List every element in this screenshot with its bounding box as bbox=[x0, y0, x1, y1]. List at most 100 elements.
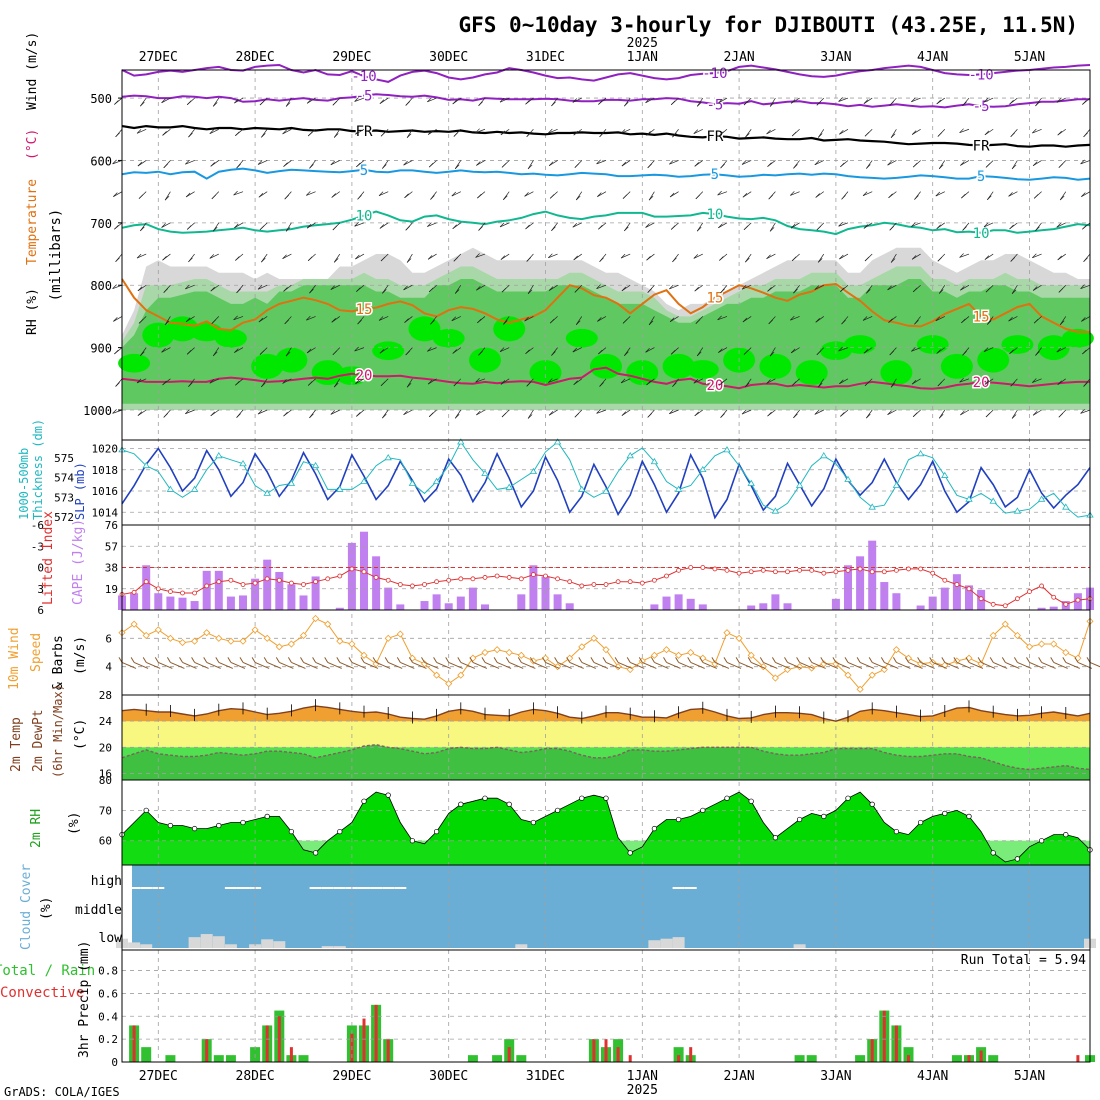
upper-wind-barb-flag bbox=[1035, 226, 1040, 231]
wind-barb-flag bbox=[856, 657, 861, 663]
cape-bar bbox=[166, 596, 175, 610]
upper-wind-barb-flag bbox=[863, 348, 869, 354]
upper-wind-barb bbox=[113, 191, 123, 197]
wind-barb-flag bbox=[336, 657, 341, 663]
wind-barb bbox=[267, 661, 282, 669]
upper-wind-barb-flag bbox=[1010, 381, 1015, 387]
upper-wind-barb-flag bbox=[185, 192, 191, 198]
wind-barb-flag bbox=[481, 657, 486, 663]
upper-wind-barb bbox=[499, 347, 510, 353]
wind-barb-flag bbox=[965, 657, 970, 663]
li-label: Lifted Index bbox=[41, 511, 56, 605]
li-point bbox=[966, 586, 972, 592]
precip-total-bar bbox=[806, 1055, 817, 1062]
upper-wind-barb-flag bbox=[983, 222, 989, 228]
wind-speed-point bbox=[892, 646, 900, 654]
cloud-unit-label: (%) bbox=[39, 897, 54, 920]
upper-wind-barb-flag bbox=[453, 256, 459, 262]
cape-bar bbox=[698, 604, 707, 610]
upper-wind-barb-flag bbox=[188, 257, 193, 263]
upper-wind-barb-flag bbox=[1056, 98, 1062, 103]
upper-wind-barb-flag bbox=[209, 378, 215, 384]
upper-wind-barb-flag bbox=[864, 381, 870, 387]
li-point bbox=[301, 582, 306, 587]
upper-wind-barb-flag bbox=[332, 350, 338, 356]
upper-wind-barb bbox=[234, 347, 244, 353]
temp2m-label: 2m Temp bbox=[9, 717, 24, 772]
upper-wind-barb bbox=[306, 316, 316, 321]
rh2m-point bbox=[264, 813, 270, 820]
precip-total-bar bbox=[225, 1055, 236, 1062]
cape-tick-label: 38 bbox=[105, 562, 118, 575]
wind-barb bbox=[823, 661, 838, 669]
upper-wind-barb bbox=[838, 347, 849, 352]
upper-wind-barb-flag bbox=[1009, 99, 1014, 105]
cloud-low-bar bbox=[333, 946, 346, 948]
wind-barb bbox=[279, 661, 294, 669]
upper-wind-barb-flag bbox=[959, 128, 964, 133]
wind-barb bbox=[375, 661, 391, 669]
cape-bar bbox=[928, 596, 937, 610]
wind-speed-point bbox=[844, 671, 852, 679]
upper-wind-barb-flag bbox=[236, 288, 241, 294]
rh2m-point bbox=[458, 801, 464, 807]
upper-wind-barb-flag bbox=[890, 258, 896, 263]
li-point bbox=[385, 577, 391, 583]
upper-wind-barb bbox=[161, 222, 171, 228]
upper-wind-barb-flag bbox=[1082, 225, 1087, 230]
wind-barb bbox=[702, 661, 717, 669]
cape-bar bbox=[287, 584, 296, 610]
upper-wind-barb-flag bbox=[839, 379, 844, 385]
upper-wind-barb-flag bbox=[259, 100, 265, 106]
upper-wind-barb-flag bbox=[767, 162, 772, 167]
upper-wind-barb bbox=[475, 378, 486, 383]
wind-tick-label: 6 bbox=[105, 632, 112, 645]
upper-wind-barb bbox=[330, 160, 340, 166]
upper-wind-barb-flag bbox=[259, 225, 265, 231]
upper-wind-barb-flag bbox=[694, 411, 699, 417]
upper-wind-barb-flag bbox=[862, 191, 868, 196]
upper-wind-barb bbox=[257, 160, 268, 165]
upper-wind-barb-flag bbox=[769, 351, 775, 357]
rh2m-point bbox=[579, 795, 585, 801]
upper-wind-barb-flag bbox=[912, 287, 918, 293]
slp-tick-label: 1018 bbox=[92, 464, 119, 477]
upper-wind-barb bbox=[527, 409, 534, 419]
thickness-point bbox=[239, 459, 247, 467]
wind-barb-flag bbox=[384, 657, 389, 663]
upper-wind-barb-flag bbox=[406, 133, 412, 138]
wind-barb bbox=[581, 661, 596, 669]
wind-speed-point bbox=[299, 631, 308, 640]
upper-wind-barb-flag bbox=[597, 192, 602, 197]
li-point bbox=[1051, 594, 1057, 600]
upper-wind-barb-flag bbox=[162, 131, 167, 136]
wind-barb bbox=[460, 661, 475, 669]
precip-total-bar bbox=[903, 1047, 914, 1062]
upper-wind-barb bbox=[306, 222, 316, 229]
upper-wind-barb-flag bbox=[814, 160, 820, 166]
upper-wind-barb-flag bbox=[840, 412, 845, 417]
upper-wind-barb-flag bbox=[1035, 351, 1040, 356]
upper-wind-barb bbox=[403, 284, 413, 291]
cape-bar bbox=[880, 582, 889, 610]
upper-wind-barb-flag bbox=[354, 346, 359, 352]
wind-barb bbox=[557, 661, 572, 669]
upper-wind-barb-flag bbox=[840, 287, 845, 292]
upper-wind-barb-flag bbox=[500, 380, 506, 385]
upper-wind-barb-flag bbox=[863, 224, 869, 229]
upper-wind-barb-flag bbox=[598, 225, 603, 230]
upper-wind-barb bbox=[766, 378, 776, 384]
upper-wind-barb bbox=[790, 97, 800, 104]
li-point bbox=[978, 596, 984, 602]
wind-barb-flag bbox=[263, 657, 268, 663]
cloud-high-bar bbox=[309, 887, 322, 889]
li-point bbox=[409, 583, 415, 589]
wind-barb bbox=[133, 661, 149, 669]
upper-wind-barb-flag bbox=[357, 195, 362, 200]
upper-wind-barb bbox=[378, 191, 389, 197]
upper-wind-barb-flag bbox=[696, 226, 702, 232]
upper-wind-barb bbox=[136, 253, 147, 259]
wind-speed-point bbox=[1062, 648, 1070, 657]
rh2m-band bbox=[122, 840, 1090, 865]
upper-wind-barb-flag bbox=[889, 101, 894, 106]
